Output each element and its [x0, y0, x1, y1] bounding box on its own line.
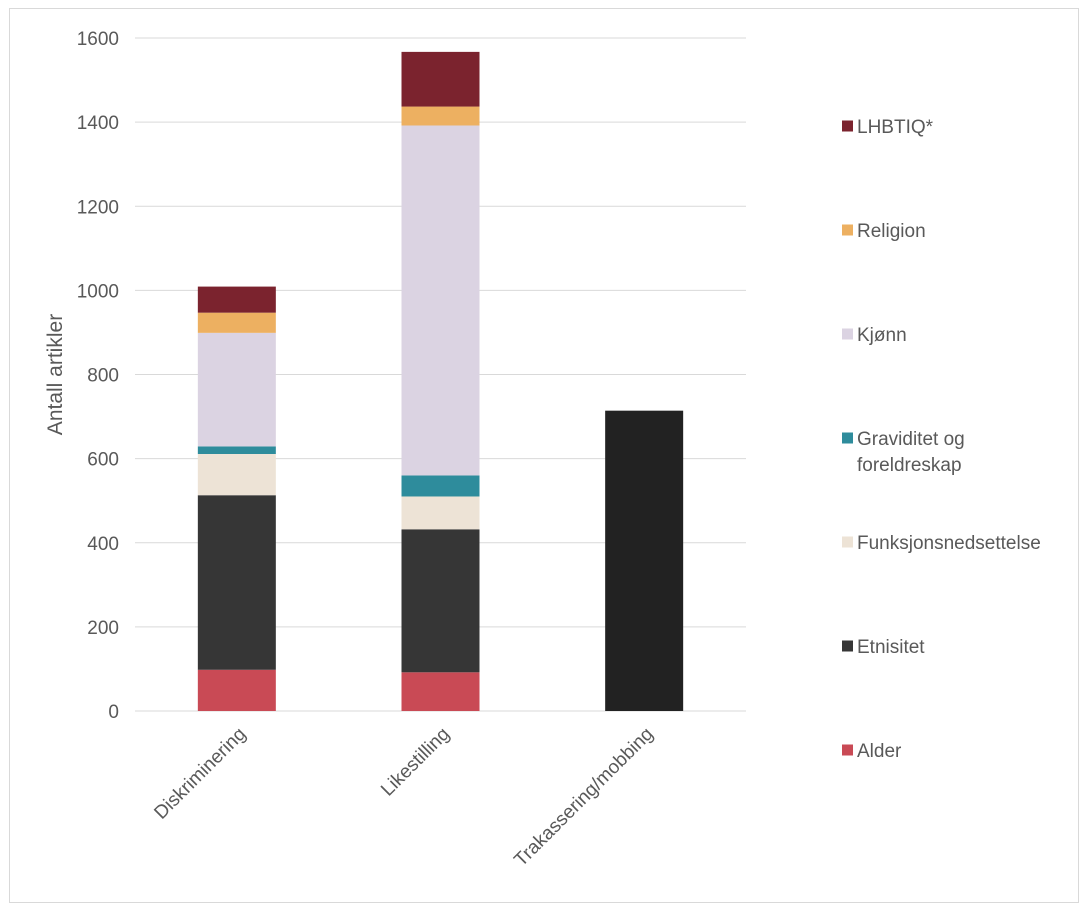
legend-label: Graviditet og foreldreskap: [857, 429, 965, 476]
legend-item-religion: Religion: [842, 221, 926, 242]
bars: [197, 51, 684, 711]
bar-diskriminering-lhbtiq: [197, 286, 276, 313]
bar-likestilling-etnisitet: [401, 529, 480, 673]
chart-svg: 0 200 400 600 800 1000 1200 1400 1600 Diskrimine…: [44, 29, 1041, 871]
x-tick-label-likestilling: Likestilling: [377, 724, 454, 801]
legend-swatch: [842, 432, 853, 444]
bar-diskriminering-kjønn: [197, 332, 276, 447]
bar-likestilling-graviditet-og-foreldreskap: [401, 475, 480, 497]
bar-likestilling-kjønn: [401, 125, 480, 476]
bar-trakassering-mobbing: [605, 410, 684, 711]
x-tick-label-trakassering-mobbing: Trakassering/mobbing: [510, 724, 657, 871]
legend-label: Etnisitet: [857, 637, 925, 658]
legend-item-lhbtiq: LHBTIQ*: [842, 117, 934, 138]
y-axis-title: Antall artikler: [44, 314, 67, 435]
chart-frame: 0 200 400 600 800 1000 1200 1400 1600 Diskrimine…: [9, 8, 1079, 903]
legend-label: Kjønn: [857, 325, 907, 346]
legend-swatch: [842, 536, 853, 548]
x-tick-labels: Diskriminering Likestilling Trakassering/m…: [150, 724, 657, 871]
x-tick-label-diskriminering: Diskriminering: [150, 724, 250, 824]
bar-diskriminering-funksjonsnedsettelse: [197, 453, 276, 496]
legend-swatch: [842, 224, 853, 236]
bar-diskriminering-graviditet-og-foreldreskap: [197, 446, 276, 454]
bar-likestilling-alder: [401, 672, 480, 711]
y-tick-label-1200: 1200: [77, 197, 119, 218]
bar-diskriminering-religion: [197, 312, 276, 333]
legend-item-alder: Alder: [842, 741, 902, 762]
y-tick-label-1600: 1600: [77, 29, 119, 50]
legend-swatch: [842, 328, 853, 340]
legend-item-kjønn: Kjønn: [842, 325, 907, 346]
y-tick-label-400: 400: [87, 534, 119, 555]
legend-item-etnisitet: Etnisitet: [842, 637, 925, 658]
legend: LHBTIQ* Religion Kjønn Graviditet og foreldr…: [842, 117, 1041, 762]
y-tick-labels: 0 200 400 600 800 1000 1200 1400 1600: [77, 29, 119, 723]
legend-label: LHBTIQ*: [857, 117, 934, 138]
y-tick-label-1400: 1400: [77, 113, 119, 134]
bar-likestilling-religion: [401, 106, 480, 126]
legend-item-funksjonsnedsettelse: Funksjonsnedsettelse: [842, 533, 1041, 554]
y-tick-label-1000: 1000: [77, 281, 119, 302]
legend-label: Alder: [857, 741, 902, 762]
legend-label: Religion: [857, 221, 926, 242]
legend-swatch: [842, 120, 853, 132]
y-tick-label-200: 200: [87, 618, 119, 639]
bar-likestilling-funksjonsnedsettelse: [401, 496, 480, 530]
legend-item-graviditet-og-foreldreskap: Graviditet og foreldreskap: [842, 429, 965, 476]
legend-label: Funksjonsnedsettelse: [857, 533, 1041, 554]
legend-swatch: [842, 744, 853, 756]
y-tick-label-600: 600: [87, 450, 119, 471]
legend-swatch: [842, 640, 853, 652]
bar-diskriminering-etnisitet: [197, 495, 276, 670]
bar-likestilling-lhbtiq: [401, 51, 480, 107]
bar-diskriminering-alder: [197, 669, 276, 711]
y-tick-label-800: 800: [87, 366, 119, 387]
y-tick-label-0: 0: [108, 702, 119, 723]
